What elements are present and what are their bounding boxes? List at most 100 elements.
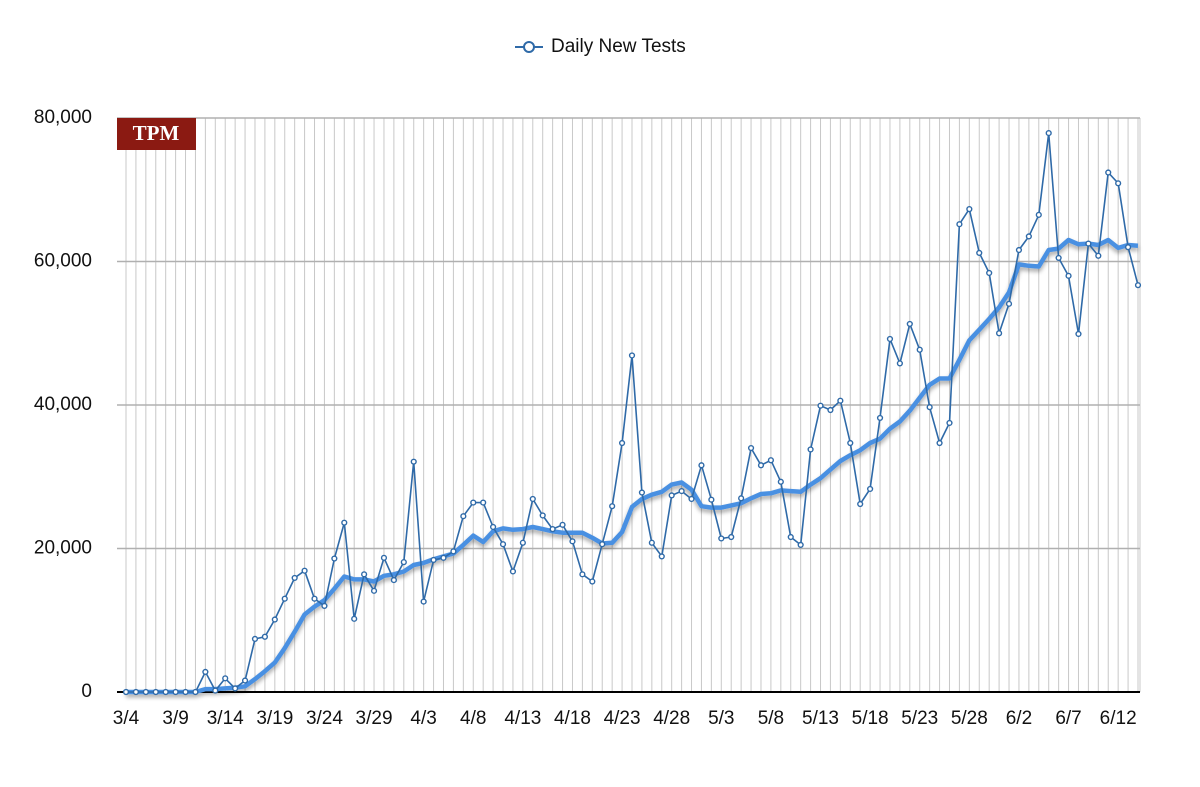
data-point <box>212 687 219 694</box>
data-point <box>489 523 497 531</box>
data-point <box>1015 246 1023 254</box>
data-point <box>956 221 963 228</box>
data-point <box>1045 129 1052 137</box>
data-point <box>658 553 665 560</box>
data-point <box>410 458 417 465</box>
x-tick-label: 5/23 <box>901 708 938 729</box>
data-point <box>1065 272 1072 279</box>
data-point <box>172 688 179 696</box>
data-point <box>281 595 288 602</box>
x-tick-label: 6/12 <box>1100 708 1137 729</box>
x-tick-label: 4/23 <box>604 708 641 729</box>
data-point <box>579 571 586 578</box>
data-point <box>291 574 298 582</box>
data-point <box>1115 180 1122 187</box>
data-point <box>599 541 606 548</box>
data-point <box>747 444 755 452</box>
data-point <box>906 320 913 328</box>
x-tick-label: 5/8 <box>758 708 784 729</box>
data-point <box>222 675 229 682</box>
x-tick-label: 4/28 <box>653 708 690 729</box>
data-point <box>609 503 616 510</box>
data-point <box>351 615 358 622</box>
data-point <box>797 541 804 549</box>
data-point <box>430 556 437 564</box>
data-point <box>232 685 239 692</box>
data-point <box>202 668 209 676</box>
x-tick-label: 3/29 <box>356 708 393 729</box>
data-point <box>182 688 189 696</box>
data-point <box>837 397 844 404</box>
x-tick-label: 5/3 <box>708 708 734 729</box>
x-tick-label: 4/13 <box>504 708 541 729</box>
data-point <box>628 352 636 359</box>
data-point <box>1075 330 1082 338</box>
data-point <box>688 495 695 503</box>
data-point <box>460 513 467 520</box>
legend-marker <box>523 41 535 53</box>
data-point <box>370 587 378 594</box>
data-point <box>192 688 199 696</box>
data-point <box>896 360 903 367</box>
data-point <box>995 330 1003 337</box>
data-point <box>499 541 507 548</box>
data-point <box>589 578 596 585</box>
data-point <box>757 462 765 469</box>
data-point <box>480 499 487 506</box>
data-point <box>390 576 397 584</box>
data-point <box>509 568 517 575</box>
x-tick-label: 3/24 <box>306 708 343 729</box>
y-tick-label: 80,000 <box>34 107 92 128</box>
data-point <box>718 535 725 542</box>
legend-label: Daily New Tests <box>551 36 686 57</box>
data-point <box>936 439 943 447</box>
data-point <box>559 521 566 528</box>
data-point <box>777 478 784 485</box>
data-point <box>807 446 814 453</box>
data-point <box>1085 240 1092 247</box>
data-point <box>668 492 675 499</box>
data-point <box>519 539 526 546</box>
data-point <box>678 488 685 495</box>
logo: TPM <box>133 121 180 145</box>
data-point <box>767 457 775 464</box>
data-point <box>241 677 249 684</box>
data-point <box>361 571 368 578</box>
data-point <box>638 489 646 496</box>
data-point <box>648 539 655 546</box>
x-tick-label: 5/18 <box>852 708 889 729</box>
y-tick-label: 40,000 <box>34 394 92 415</box>
data-point <box>539 512 546 519</box>
x-tick-label: 4/3 <box>410 708 436 729</box>
data-point <box>817 402 824 409</box>
data-point <box>311 595 318 602</box>
y-tick-label: 20,000 <box>34 538 92 559</box>
logo-box <box>117 118 196 150</box>
plot <box>122 129 1142 696</box>
data-point <box>341 519 348 526</box>
data-point <box>261 633 269 640</box>
data-point <box>470 499 477 506</box>
data-point <box>738 495 745 502</box>
x-tick-label: 6/7 <box>1055 708 1081 729</box>
data-point <box>966 206 973 213</box>
grid <box>117 117 1141 693</box>
data-point <box>549 526 556 533</box>
data-point <box>827 406 834 414</box>
data-point <box>1055 254 1062 262</box>
data-point <box>529 495 536 503</box>
y-tick-label: 0 <box>81 681 92 702</box>
x-tick-label: 3/19 <box>256 708 293 729</box>
data-point <box>946 419 953 427</box>
data-point <box>926 404 933 411</box>
data-point <box>618 439 626 447</box>
data-point <box>569 538 576 545</box>
x-tick-label: 4/8 <box>460 708 486 729</box>
data-point <box>1095 252 1102 259</box>
data-point <box>420 598 427 605</box>
data-point <box>728 533 735 541</box>
data-point <box>400 559 407 566</box>
data-point <box>1035 211 1042 218</box>
